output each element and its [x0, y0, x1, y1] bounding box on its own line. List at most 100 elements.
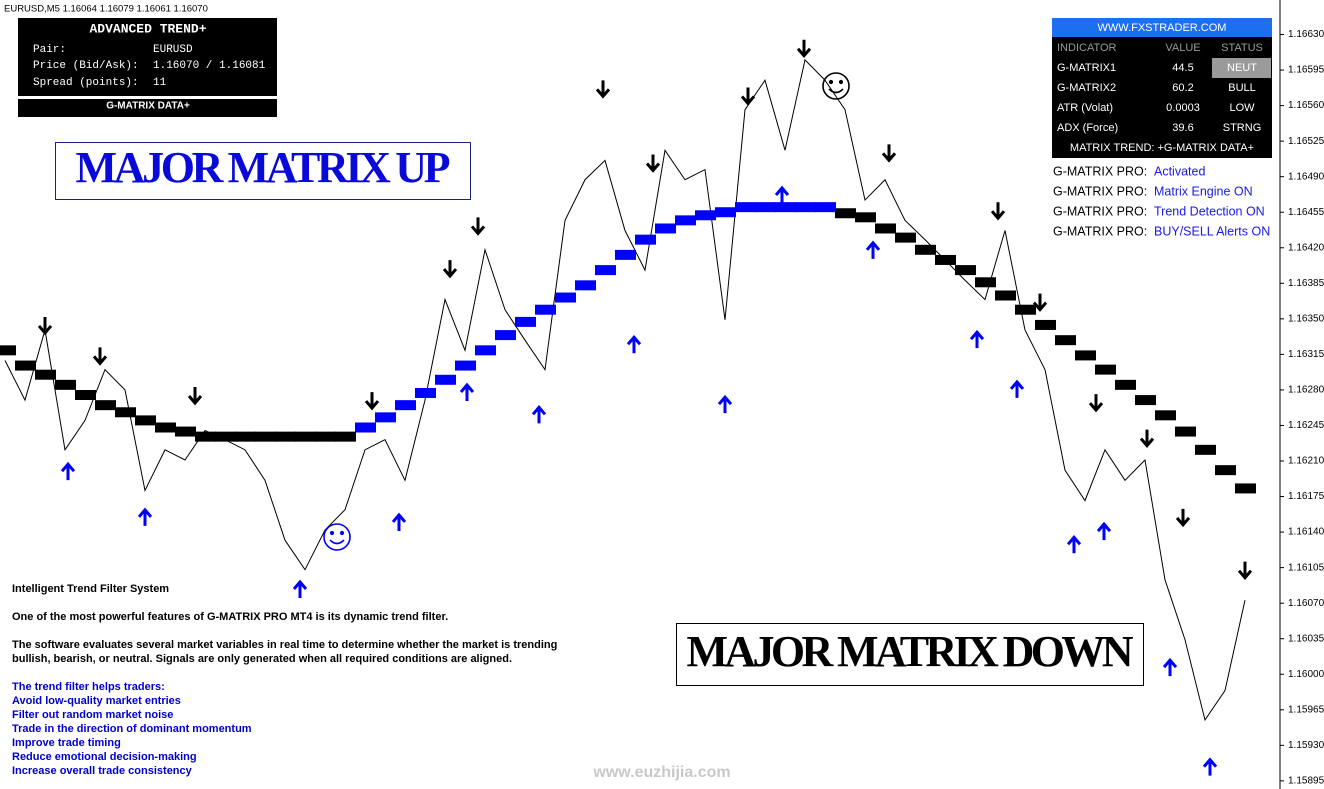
trend-step — [775, 202, 796, 213]
buy-arrow — [1066, 534, 1082, 554]
buy-arrow — [292, 579, 308, 598]
trend-step — [815, 202, 836, 213]
indicator-value: 0.0003 — [1166, 102, 1200, 114]
panel-key: Spread (points): — [33, 77, 139, 89]
trend-step — [995, 290, 1016, 301]
panel-key: Price (Bid/Ask): — [33, 60, 139, 72]
description: Intelligent Trend Filter System One of th… — [12, 583, 557, 777]
indicator-value: 60.2 — [1172, 82, 1193, 94]
pro-value: BUY/SELL Alerts ON — [1154, 224, 1270, 238]
trend-step — [515, 316, 536, 327]
trend-step — [1195, 444, 1216, 455]
trend-step — [15, 360, 36, 371]
y-tick-label: 1.16070 — [1288, 598, 1324, 609]
indicator-value: 39.6 — [1172, 122, 1193, 134]
trend-step — [175, 426, 196, 437]
table-rows: G-MATRIX1 44.5 NEUT G-MATRIX2 60.2 BULL ATR (V… — [1057, 62, 1261, 134]
buy-arrow — [1096, 521, 1112, 541]
buy-arrow — [1162, 657, 1178, 677]
y-tick-label: 1.16315 — [1288, 349, 1324, 360]
y-tick-label: 1.16280 — [1288, 385, 1324, 396]
pro-key: G-MATRIX PRO: — [1053, 204, 1147, 218]
trend-step — [415, 387, 436, 398]
y-tick-label: 1.16140 — [1288, 527, 1324, 538]
trend-step — [1095, 364, 1116, 375]
trend-step — [1075, 350, 1096, 361]
label-box — [676, 623, 1144, 686]
buy-arrow — [531, 405, 547, 424]
trend-step — [875, 223, 896, 234]
trend-step — [255, 431, 276, 442]
pro-value: Trend Detection ON — [1154, 204, 1265, 218]
trend-step — [1215, 465, 1236, 476]
trend-step — [675, 215, 696, 226]
panel-value: 1.16070 / 1.16081 — [153, 60, 266, 72]
trend-step — [455, 360, 476, 371]
pro-key: G-MATRIX PRO: — [1053, 164, 1147, 178]
trend-step — [295, 431, 316, 442]
column-header: STATUS — [1221, 42, 1263, 54]
indicator-value: 44.5 — [1172, 62, 1193, 74]
trend-step — [715, 207, 736, 218]
panel-footer-text: G-MATRIX DATA+ — [106, 101, 190, 112]
trend-step — [1135, 395, 1156, 406]
trend-step — [575, 280, 596, 291]
sell-arrow — [187, 387, 203, 406]
sell-arrow — [92, 347, 108, 366]
trend-step — [335, 431, 356, 442]
desc-item: Increase overall trade consistency — [12, 765, 193, 777]
trend-step — [135, 415, 156, 426]
trend-step — [1015, 304, 1036, 315]
pro-key: G-MATRIX PRO: — [1053, 224, 1147, 238]
desc-item: Filter out random market noise — [12, 709, 173, 721]
buy-arrow — [969, 329, 985, 349]
y-tick-label: 1.16245 — [1288, 420, 1324, 431]
trend-step — [115, 407, 136, 418]
plot — [0, 34, 1284, 782]
desc-item: Trade in the direction of dominant momen… — [12, 723, 252, 735]
trend-step — [935, 254, 956, 265]
panel-footer — [18, 99, 277, 117]
y-tick-label: 1.16630 — [1288, 29, 1324, 40]
y-tick-label: 1.16035 — [1288, 633, 1324, 644]
buy-arrow — [1202, 757, 1218, 776]
panel-title: ADVANCED TREND+ — [89, 21, 206, 36]
y-tick-label: 1.16210 — [1288, 456, 1324, 467]
matrix-up-label: MAJOR MATRIX UP — [76, 143, 451, 192]
trend-step — [975, 277, 996, 288]
trend-step — [375, 412, 396, 423]
watermark: www.euzhijia.com — [592, 764, 730, 781]
trend-step — [555, 292, 576, 303]
label-box — [55, 142, 471, 200]
y-tick-label: 1.15965 — [1288, 704, 1324, 715]
trend-panel — [18, 18, 277, 96]
trend-step — [695, 210, 716, 221]
y-tick-label: 1.16420 — [1288, 242, 1324, 253]
buy-arrow — [391, 512, 407, 531]
sell-arrow — [595, 80, 611, 99]
buy-arrow — [717, 394, 733, 414]
trend-step — [595, 265, 616, 276]
y-tick-label: 1.16490 — [1288, 171, 1324, 182]
indicator-table — [1052, 18, 1272, 158]
trend-step — [755, 202, 776, 213]
sell-arrow — [1139, 429, 1155, 448]
y-tick-label: 1.16525 — [1288, 136, 1324, 147]
trend-step — [495, 330, 516, 341]
trend-step — [655, 223, 676, 234]
trend-step — [855, 212, 876, 223]
indicator-name: G-MATRIX2 — [1057, 82, 1116, 94]
pro-value: Matrix Engine ON — [1154, 184, 1253, 198]
buy-arrow — [774, 185, 790, 204]
trend-step — [395, 400, 416, 411]
buy-arrow — [1009, 379, 1025, 398]
trend-step — [1115, 379, 1136, 390]
buy-arrow — [459, 382, 475, 401]
pro-key: G-MATRIX PRO: — [1053, 184, 1147, 198]
sell-arrow — [990, 202, 1006, 221]
y-tick-label: 1.16350 — [1288, 313, 1324, 324]
trend-step — [835, 208, 856, 219]
y-tick-label: 1.16455 — [1288, 207, 1324, 218]
trend-step — [195, 431, 216, 442]
y-tick-label: 1.15930 — [1288, 740, 1324, 751]
